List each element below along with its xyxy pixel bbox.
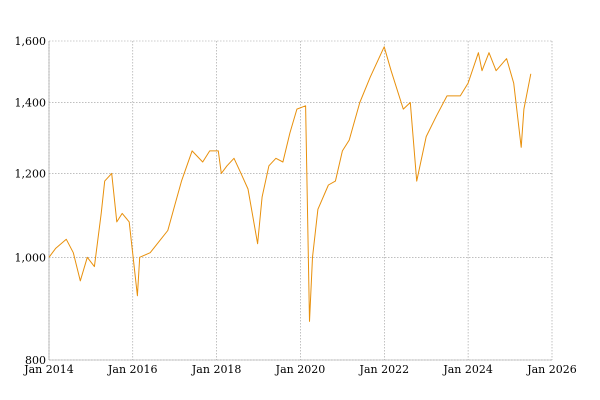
series-line [48, 46, 532, 322]
axes [48, 41, 552, 361]
y-axis-tick-labels: 800 1,000 1,200 1,400 1,600 [15, 35, 47, 367]
y-tick-label: 1,000 [15, 251, 47, 264]
x-tick-label: Jan 2024 [442, 363, 493, 376]
x-axis-tick-labels: Jan 2014 Jan 2016 Jan 2018 Jan 2020 Jan 2022… [23, 363, 577, 376]
y-tick-label: 1,200 [15, 167, 47, 180]
x-tick-label: Jan 2026 [526, 363, 577, 376]
y-tick-label: 1,400 [15, 96, 47, 109]
x-tick-label: Jan 2014 [23, 363, 74, 376]
grid-lines [48, 40, 553, 361]
x-tick-label: Jan 2018 [191, 363, 242, 376]
x-tick-label: Jan 2016 [107, 363, 158, 376]
series-layer [48, 46, 532, 322]
x-tick-label: Jan 2022 [359, 363, 410, 376]
y-tick-label: 1,600 [15, 35, 47, 48]
x-tick-label: Jan 2020 [275, 363, 326, 376]
y-tick-label: 800 [25, 354, 46, 367]
